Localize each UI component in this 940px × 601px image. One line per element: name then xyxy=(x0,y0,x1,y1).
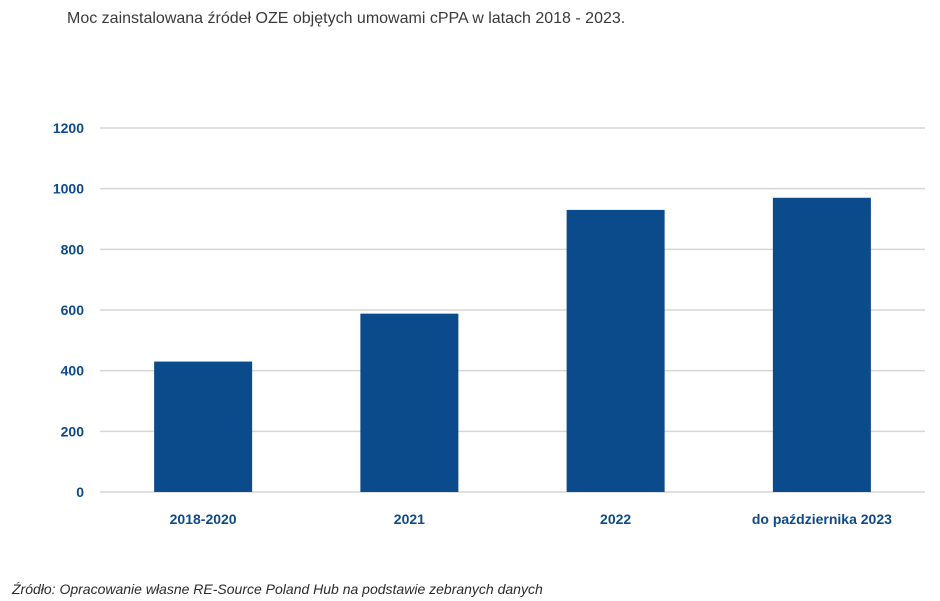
y-tick-label: 0 xyxy=(76,484,84,500)
bar-1 xyxy=(154,361,253,492)
y-tick-label: 200 xyxy=(61,423,85,439)
x-category-label: 2018-2020 xyxy=(170,511,237,527)
y-tick-label: 800 xyxy=(61,241,85,257)
bars xyxy=(154,197,871,492)
x-axis-labels: 2018-2020 2021 2022 do października 2023 xyxy=(170,511,892,527)
y-tick-label: 1000 xyxy=(53,181,84,197)
y-tick-label: 400 xyxy=(61,363,85,379)
bar-chart: 0 200 400 600 800 1000 1200 2018-2020 2021 2022 d… xyxy=(53,120,925,527)
x-category-label: 2022 xyxy=(600,511,631,527)
bar-2 xyxy=(360,313,459,492)
x-category-label: 2021 xyxy=(394,511,425,527)
bar-4 xyxy=(772,197,871,492)
y-tick-label: 600 xyxy=(61,302,85,318)
bar-3 xyxy=(566,209,665,492)
x-category-label: do października 2023 xyxy=(752,511,892,527)
chart-title: Moc zainstalowana źródeł OZE objętych um… xyxy=(67,10,626,27)
y-axis-ticks: 0 200 400 600 800 1000 1200 xyxy=(53,120,84,500)
y-tick-label: 1200 xyxy=(53,120,84,136)
source-note: Źródło: Opracowanie własne RE-Source Pol… xyxy=(12,581,543,597)
